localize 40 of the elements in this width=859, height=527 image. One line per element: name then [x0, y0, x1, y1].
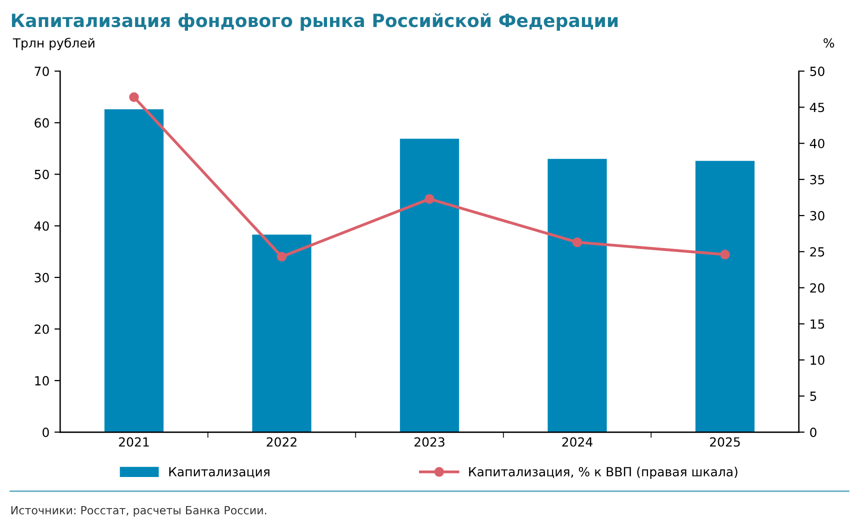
y-axis-title: Трлн рублей	[12, 38, 94, 50]
y2-tick-label: 5	[810, 392, 816, 401]
x-tick-label: 2022	[266, 437, 296, 447]
point	[424, 194, 434, 204]
y-tick-label: 60	[34, 118, 49, 128]
y-tick-label: 30	[34, 272, 49, 282]
y2-tick-label: 45	[810, 102, 824, 112]
y2-tick-label: 40	[810, 138, 824, 148]
y2-tick-label: 25	[810, 247, 824, 257]
y-tick-label: 40	[34, 221, 49, 231]
x-tick-label: 2025	[710, 437, 740, 447]
point	[720, 250, 730, 260]
bar	[252, 234, 312, 432]
text: Источники: Росстат, расчеты Банка России.	[11, 506, 266, 517]
y2-tick-label: 50	[810, 66, 824, 76]
y2-tick-label: 15	[810, 319, 824, 329]
point	[572, 237, 582, 248]
y2-tick-label: 35	[810, 174, 824, 184]
y2-tick-label: 20	[810, 283, 824, 293]
bar	[695, 160, 755, 432]
bar	[104, 109, 164, 432]
y-tick-label: 70	[34, 66, 49, 76]
y-tick-label: 0	[42, 428, 49, 438]
y-tick-label: 50	[34, 170, 49, 180]
x-tick-label: 2021	[119, 437, 149, 447]
bar	[548, 158, 607, 432]
y-tick-label: 10	[35, 376, 49, 386]
legend-label: Капитализация	[169, 467, 270, 478]
y2-tick-label: 10	[810, 355, 824, 365]
point	[276, 252, 287, 262]
x-tick-label: 2023	[414, 437, 444, 447]
legend-label: Капитализация, % к ВВП (правая шкала)	[469, 466, 738, 479]
x-tick-label: 2024	[562, 437, 592, 447]
y2-tick-label: 0	[810, 428, 816, 438]
y-tick-label: 20	[34, 324, 49, 334]
chart-title: Капитализация фондового рынка Российской Федерации	[12, 13, 618, 31]
y2-tick-label: 30	[810, 211, 824, 220]
bar	[400, 138, 460, 432]
y2-axis-title: %	[824, 38, 834, 48]
point	[129, 92, 139, 102]
